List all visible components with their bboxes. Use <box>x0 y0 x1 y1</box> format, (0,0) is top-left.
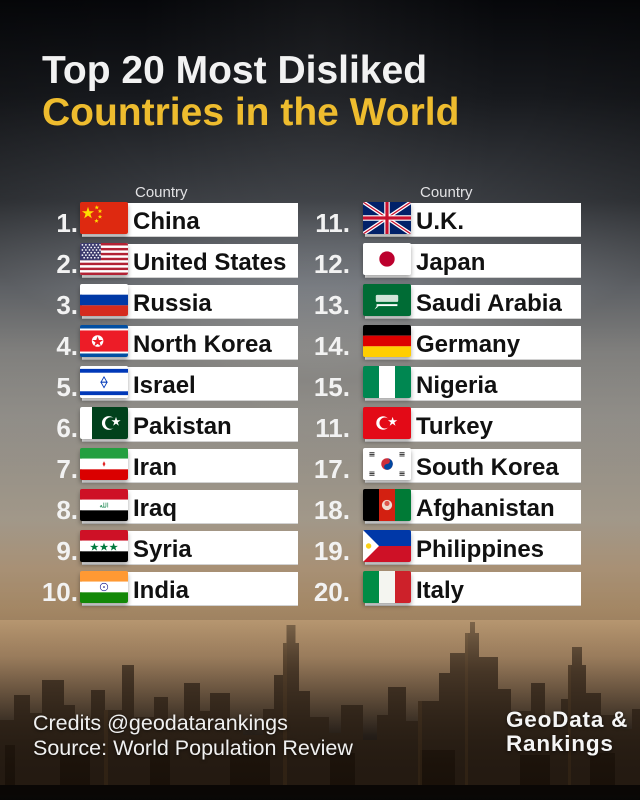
svg-text:الله: الله <box>99 502 108 509</box>
